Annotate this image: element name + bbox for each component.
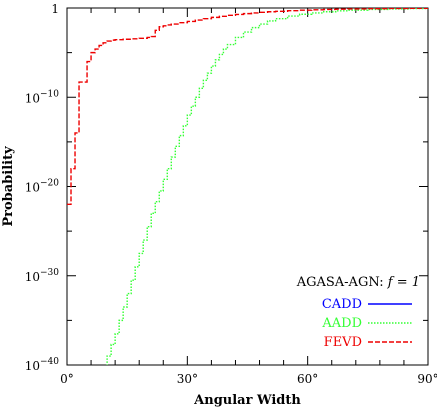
y-tick-exponent: −20 [40, 179, 59, 189]
x-tick-label: 90° [417, 372, 437, 386]
series-layer [67, 8, 428, 365]
y-tick-label: 10−30 [25, 268, 60, 284]
y-tick-label: 1 [51, 2, 59, 16]
minor-ticks [66, 7, 429, 366]
x-tick-label: 60° [297, 372, 318, 386]
y-axis-title: Probability [1, 146, 16, 227]
series-aadd-line [106, 8, 428, 365]
legend-label-cadd: CADD [322, 297, 362, 312]
y-tick-base: 10 [25, 181, 40, 195]
plot-frame [66, 7, 429, 366]
legend: AGASA-AGN: f = 1 CADD AADD FEVD [296, 275, 420, 350]
x-axis-title: Angular Width [193, 393, 301, 408]
y-tick-base: 10 [25, 91, 40, 105]
y-tick-base: 10 [25, 270, 40, 284]
legend-title-math: f = 1 [387, 275, 420, 290]
x-tick-labels: 0° 30° 60° 90° [60, 372, 437, 386]
legend-entries: CADD AADD FEVD [321, 297, 412, 350]
y-tick-exponent: −30 [40, 268, 59, 278]
y-tick-label: 10−40 [25, 357, 60, 373]
y-tick-label: 10−20 [25, 179, 60, 195]
y-tick-label: 10−10 [25, 89, 60, 105]
series-fevd-line [67, 8, 428, 206]
y-tick-base: 10 [25, 359, 40, 373]
y-tick-exponent: −40 [40, 357, 59, 367]
legend-label-aadd: AADD [321, 316, 362, 331]
y-tick-exponent: −10 [40, 89, 59, 99]
legend-label-fevd: FEVD [324, 335, 362, 350]
x-tick-label: 30° [177, 372, 198, 386]
legend-title: AGASA-AGN: f = 1 [296, 275, 420, 290]
plot-area [66, 7, 429, 366]
x-tick-label: 0° [60, 372, 74, 386]
legend-title-text: AGASA-AGN: [296, 275, 388, 290]
y-tick-base: 1 [51, 2, 59, 16]
